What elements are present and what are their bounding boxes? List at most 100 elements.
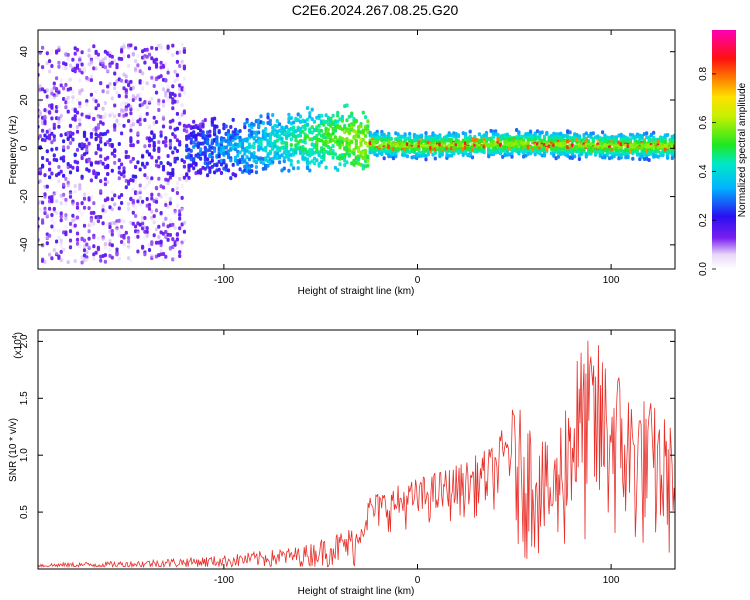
heatmap-cell bbox=[62, 86, 66, 91]
heatmap-cell bbox=[159, 60, 163, 65]
heatmap-cell bbox=[359, 141, 363, 146]
colorbar-gradient bbox=[712, 30, 736, 269]
heatmap-cell bbox=[171, 53, 175, 57]
heatmap-cell bbox=[189, 133, 193, 138]
heatmap-cell bbox=[159, 74, 163, 79]
heatmap-cell bbox=[238, 129, 242, 133]
heatmap-cell bbox=[120, 131, 124, 136]
heatmap-cell bbox=[229, 176, 233, 181]
heatmap-cell bbox=[484, 133, 488, 137]
heatmap-cell bbox=[171, 43, 175, 48]
heatmap-cell bbox=[333, 128, 337, 133]
heatmap-cell bbox=[215, 135, 219, 140]
heatmap-cell bbox=[68, 63, 73, 68]
heatmap-cell bbox=[50, 256, 54, 261]
heatmap-cell bbox=[542, 137, 547, 142]
heatmap-cell bbox=[203, 154, 207, 159]
heatmap-cell bbox=[154, 90, 159, 95]
heatmap-cell bbox=[57, 45, 61, 50]
heatmap-cell bbox=[66, 95, 70, 100]
heatmap-cell bbox=[138, 183, 142, 188]
heatmap-cell bbox=[101, 89, 105, 94]
heatmap-cell bbox=[150, 96, 154, 101]
heatmap-cell bbox=[129, 143, 133, 148]
heatmap-cell bbox=[92, 44, 96, 49]
heatmap-cell bbox=[110, 190, 114, 194]
heatmap-cell bbox=[64, 105, 68, 110]
heatmap-cell bbox=[192, 130, 196, 135]
heatmap-cell bbox=[575, 145, 579, 150]
heatmap-cell bbox=[80, 88, 84, 93]
heatmap-cell bbox=[66, 145, 70, 150]
heatmap-cell bbox=[254, 165, 258, 169]
heatmap-cell bbox=[136, 234, 140, 239]
heatmap-cell bbox=[147, 248, 152, 252]
heatmap-cell bbox=[568, 130, 572, 135]
heatmap-cell bbox=[164, 93, 168, 98]
heatmap-cell bbox=[122, 170, 126, 175]
heatmap-cell bbox=[80, 70, 84, 75]
heatmap-cell bbox=[89, 111, 93, 116]
heatmap-cell bbox=[587, 139, 591, 144]
heatmap-cell bbox=[331, 155, 335, 160]
heatmap-cell bbox=[178, 50, 182, 55]
heatmap-cell bbox=[147, 203, 152, 207]
heatmap-cell bbox=[264, 166, 268, 171]
heatmap-cell bbox=[217, 167, 221, 172]
heatmap-cell bbox=[168, 218, 172, 223]
heatmap-cell bbox=[224, 145, 228, 150]
heatmap-cell bbox=[68, 229, 73, 234]
heatmap-cell bbox=[59, 78, 63, 83]
heatmap-cell bbox=[396, 132, 400, 137]
heatmap-cell bbox=[168, 145, 172, 150]
heatmap-cell bbox=[638, 157, 642, 162]
heatmap-cell bbox=[529, 129, 533, 134]
heatmap-cell bbox=[134, 214, 138, 218]
heatmap-axes: -100 0 100 -40 -20 0 20 40 bbox=[19, 30, 675, 286]
heatmap-cell bbox=[48, 206, 52, 211]
heatmap-cell bbox=[175, 149, 179, 153]
heatmap-cell bbox=[171, 222, 175, 227]
colorbar-label: Normalized spectral amplitude bbox=[737, 82, 748, 217]
heatmap-cell bbox=[71, 57, 75, 62]
heatmap-cell bbox=[161, 115, 166, 120]
heatmap-cell bbox=[96, 103, 100, 108]
heatmap-cell bbox=[175, 241, 179, 245]
heatmap-cell bbox=[350, 113, 354, 118]
heatmap-cell bbox=[305, 122, 310, 127]
heatmap-cell bbox=[157, 234, 161, 239]
heatmap-cell bbox=[587, 142, 591, 147]
heatmap-cell bbox=[136, 249, 140, 254]
heatmap-cell bbox=[57, 171, 61, 176]
heatmap-cell bbox=[542, 152, 547, 156]
heatmap-cell bbox=[166, 70, 170, 75]
heatmap-cell bbox=[347, 153, 351, 158]
heatmap-cell bbox=[175, 232, 179, 237]
heatmap-cell bbox=[96, 171, 100, 176]
heatmap-cell bbox=[157, 98, 161, 103]
x-tick-label: 0 bbox=[415, 275, 421, 286]
heatmap-cell bbox=[38, 84, 42, 89]
heatmap-cell bbox=[94, 250, 98, 255]
heatmap-cell bbox=[296, 112, 300, 117]
heatmap-cell bbox=[180, 82, 184, 87]
heatmap-cell bbox=[68, 238, 73, 243]
heatmap-cell bbox=[99, 136, 103, 141]
heatmap-cell bbox=[145, 149, 149, 154]
heatmap-cell bbox=[233, 173, 238, 178]
heatmap-cell bbox=[182, 90, 186, 95]
heatmap-cell bbox=[171, 84, 175, 89]
heatmap-cell bbox=[131, 94, 135, 99]
heatmap-cell bbox=[115, 247, 119, 252]
heatmap-cell bbox=[419, 133, 423, 138]
heatmap-cell bbox=[89, 74, 93, 79]
heatmap-cell bbox=[168, 138, 172, 143]
heatmap-cell bbox=[282, 159, 286, 164]
heatmap-cell bbox=[217, 154, 221, 159]
heatmap-cell bbox=[166, 154, 170, 158]
heatmap-cell bbox=[62, 145, 66, 150]
heatmap-cell bbox=[129, 111, 133, 116]
heatmap-cell bbox=[71, 89, 75, 94]
heatmap-cell bbox=[231, 117, 235, 122]
